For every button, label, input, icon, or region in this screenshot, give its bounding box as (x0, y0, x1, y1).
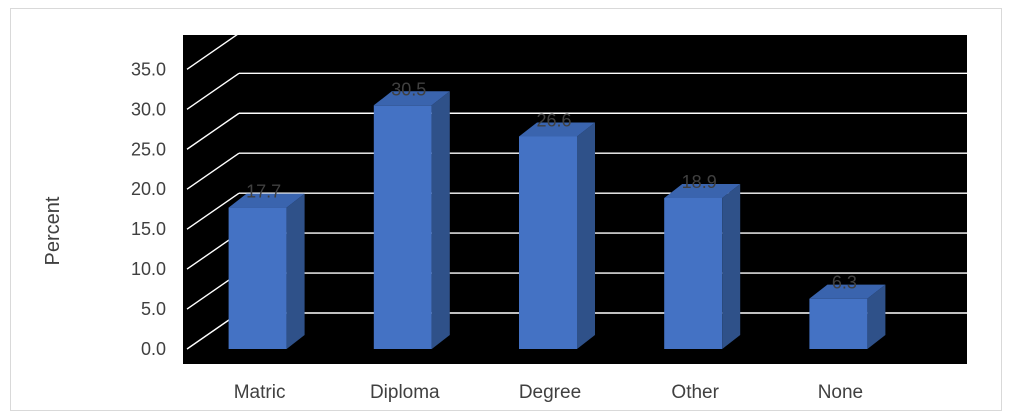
gridline-diagonal (186, 152, 240, 190)
bar-chart: 17.7 30.5 26.6 18.9 6.3 0.0 5.0 10.0 15.0 20.0 25… (42, 32, 967, 403)
bar-side (286, 193, 305, 349)
x-category-label: Diploma (370, 382, 440, 403)
bar-top (373, 91, 450, 106)
bar-top (664, 183, 741, 198)
bar-front (519, 136, 577, 349)
bar-top (228, 193, 305, 208)
bar-front (373, 105, 432, 350)
bar-top (519, 122, 595, 137)
data-label: 17.7 (246, 182, 281, 202)
x-category-label: Matric (234, 382, 286, 403)
data-label: 30.5 (391, 79, 426, 99)
bar-top (809, 284, 886, 299)
gridline-diagonal (186, 112, 240, 150)
chart-frame: 17.7 30.5 26.6 18.9 6.3 0.0 5.0 10.0 15.0 20.0 25… (10, 8, 1002, 411)
data-label: 18.9 (682, 172, 717, 192)
data-label: 6.3 (832, 273, 857, 293)
gridline-diagonal (186, 72, 240, 110)
y-tick-label: 35.0 (131, 59, 166, 79)
data-label: 26.6 (536, 110, 571, 130)
bar-diploma (373, 91, 450, 350)
y-ticks-layer: 0.0 5.0 10.0 15.0 20.0 25.0 30.0 35.0 (131, 59, 166, 359)
y-tick-label: 10.0 (131, 259, 166, 279)
y-tick-label: 20.0 (131, 179, 166, 199)
gridline-diagonal (186, 192, 240, 230)
y-tick-label: 25.0 (131, 139, 166, 159)
gridline-diagonal (186, 32, 240, 70)
y-tick-label: 30.0 (131, 99, 166, 119)
bar-side (867, 284, 886, 349)
bar-front (809, 298, 868, 349)
x-categories-layer: Matric Diploma Degree Other None (234, 382, 863, 403)
bar-none (809, 284, 886, 349)
y-tick-label: 15.0 (131, 219, 166, 239)
bar-side (722, 183, 741, 349)
x-category-label: None (818, 382, 863, 403)
bar-matric (228, 193, 305, 349)
bar-side (431, 91, 450, 350)
data-labels-layer: 17.7 30.5 26.6 18.9 6.3 (246, 79, 857, 292)
bar-other (664, 183, 741, 349)
bar-front (228, 207, 287, 349)
y-tick-label: 0.0 (141, 339, 166, 359)
y-tick-label: 5.0 (141, 299, 166, 319)
x-category-label: Other (671, 382, 719, 403)
bar-side (577, 122, 595, 349)
y-axis-title: Percent (42, 196, 64, 265)
gridlines-layer (186, 32, 967, 350)
bars-layer (228, 91, 886, 350)
bar-front (664, 197, 723, 349)
bar-degree (519, 122, 595, 349)
x-category-label: Degree (519, 382, 581, 403)
